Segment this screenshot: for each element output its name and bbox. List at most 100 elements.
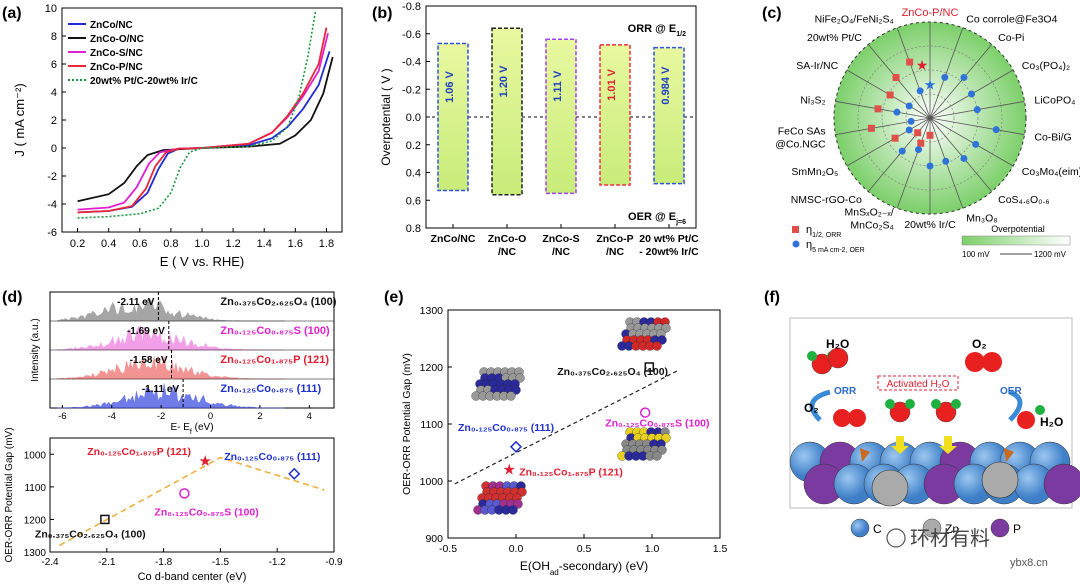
oer-point (905, 126, 913, 134)
x-tick-label: 2 (257, 411, 262, 422)
panel-label-e: (e) (384, 289, 404, 306)
spoke-label: 20wt% Ir/C (904, 219, 956, 231)
activated-box (877, 375, 959, 391)
y-tick-label: 0.6 (406, 195, 421, 207)
spoke-label: NMSC-rGO-Co (791, 194, 862, 206)
point-label: Zn₀.₁₂₅Co₀.₈₇₅S (100) (605, 418, 709, 430)
point-star: ★ (502, 462, 515, 479)
label-oer: OER (1000, 386, 1022, 397)
scale-min: 100 mV (962, 250, 990, 259)
spoke-label: MnSₓO₂₋ₓ/ (845, 207, 894, 219)
y-tick-label: -0.8 (402, 1, 421, 13)
orr-sub: 1/2 (676, 31, 686, 38)
orr-label: ORR @ E1/2 (628, 23, 686, 38)
hydrogen-atom (905, 399, 915, 409)
dos-x-sub: f (190, 429, 192, 436)
orr-arrow-icon (809, 389, 831, 422)
oer-point (973, 106, 981, 114)
dos-x-label: E- Ef (eV) (170, 422, 213, 436)
oer-point (915, 146, 923, 154)
down-arrow-icon (891, 436, 909, 454)
y-tick-label: 8 (51, 31, 57, 43)
hydrogen-atom (951, 399, 961, 409)
oxygen-atom (935, 401, 957, 423)
spoke-label: LiCoPO₄ (1034, 95, 1075, 107)
y-tick-label: 0.4 (406, 168, 421, 180)
orr-point (906, 58, 914, 66)
x-tick-label: ZnCo-O (488, 233, 527, 245)
atom-sphere (513, 499, 523, 509)
gap-bar (545, 38, 577, 195)
atom-sphere (652, 451, 662, 461)
series-line-ptc (77, 10, 317, 219)
x-tick-label: 1.6 (288, 238, 303, 250)
atom-sphere (661, 433, 671, 443)
atom-sphere (657, 445, 667, 455)
x-tick-label: 20 wt% Pt/C (639, 233, 699, 245)
x-tick-label: -2.4 (41, 557, 59, 568)
diagonal-arrow-icon (860, 448, 870, 462)
legend-entry: 20wt% Pt/C-20wt% Ir/C (90, 76, 198, 87)
x-tick-label: ZnCo-S (542, 233, 579, 245)
oer-sub: j=6 (675, 219, 686, 226)
y-tick-label: -6 (47, 227, 57, 239)
y-tick-label: 1000 (24, 450, 47, 461)
y-tick-label: -4 (47, 199, 57, 211)
gap-bar (653, 46, 685, 185)
x-tick-label: -2.1 (98, 557, 116, 568)
oer-label: OER @ Ej=6 (628, 211, 686, 226)
y-tick-label: 1000 (420, 476, 444, 488)
dos-band (57, 383, 285, 409)
y-tick-label: 4 (51, 87, 57, 99)
radar-spoke (867, 44, 931, 119)
radar-spoke (846, 117, 931, 167)
spoke-label: Mn₃O₈ (966, 213, 997, 225)
panel-label-a: (a) (2, 5, 22, 22)
point-label: Zn₀.₁₂₅Co₀.₈₇₅S (100) (154, 506, 258, 518)
atom-sphere (657, 335, 667, 345)
panel-c-radar-chart: Co corrole@Fe3O4 Co-Pi Co₃(PO₄)₂ LiCoPO₄ Co-… (775, 7, 1080, 259)
label-h2o-right: H₂O (1040, 415, 1063, 429)
oer-point (907, 117, 915, 125)
x-tick-label: 0.0 (509, 543, 524, 555)
d-band-center-label: -1.69 eV (127, 326, 165, 337)
oxygen-atom (1017, 411, 1035, 429)
x-axis-sub: ad (550, 568, 559, 577)
orr-point (886, 91, 894, 99)
gap-label: 0.984 V (660, 66, 672, 105)
x-tick-label: 1.8 (319, 238, 334, 250)
panel-label-f: (f) (764, 289, 780, 306)
radar-spoke (929, 117, 1025, 136)
spoke-label: SA-Ir/NC (796, 60, 838, 72)
y-tick-label: 0 (51, 143, 57, 155)
legend-entry: ZnCo/NC (90, 20, 133, 31)
y-tick-label: 900 (425, 533, 443, 545)
watermark-logo-icon (886, 528, 906, 548)
label-o2-left: O₂ (804, 401, 819, 415)
schematic-frame (789, 317, 1073, 509)
legend-oer-marker (792, 240, 800, 248)
x-tick-label: - 20wt% Ir/C (639, 246, 699, 258)
watermark-text: 环材有料 (910, 527, 990, 550)
x-tick-label: /NC (498, 246, 517, 258)
y-axis-label: OER-ORR Potential Gap (mV) (401, 353, 413, 495)
dos-label: Zn₀.₁₂₅Co₀.₈₇₅ (111) (220, 383, 321, 395)
panel-e-scatter: 900 1000 1100 1200 1300 -0.5 0.0 0.5 1.0 1.5 E(OHa… (401, 305, 727, 577)
point-circle (179, 488, 190, 499)
x-axis-label: E(OHad-secondary) (eV) (520, 559, 648, 577)
orr-point (874, 105, 882, 113)
x-tick-label: 0.4 (101, 238, 116, 250)
dos-x-unit: (eV) (192, 422, 214, 433)
oer-point (898, 147, 906, 155)
volcano-line (59, 456, 325, 547)
point-label: Zn₀.₁₂₅Co₁.₈₇₅P (121) (519, 467, 623, 479)
x-tick-label: 0.5 (577, 543, 592, 555)
y-axis-label: OER-ORR Potential Gap (mV) (4, 427, 15, 562)
y-tick-label: 1300 (24, 548, 47, 559)
down-arrow-icon (939, 436, 957, 454)
label-activated: Activated H₂O (887, 379, 950, 390)
catalyst-atom (1043, 463, 1080, 505)
hydrogen-atom (807, 351, 817, 361)
oer-point (960, 154, 968, 162)
dos-y-label: Intensity (a.u.) (30, 318, 41, 381)
